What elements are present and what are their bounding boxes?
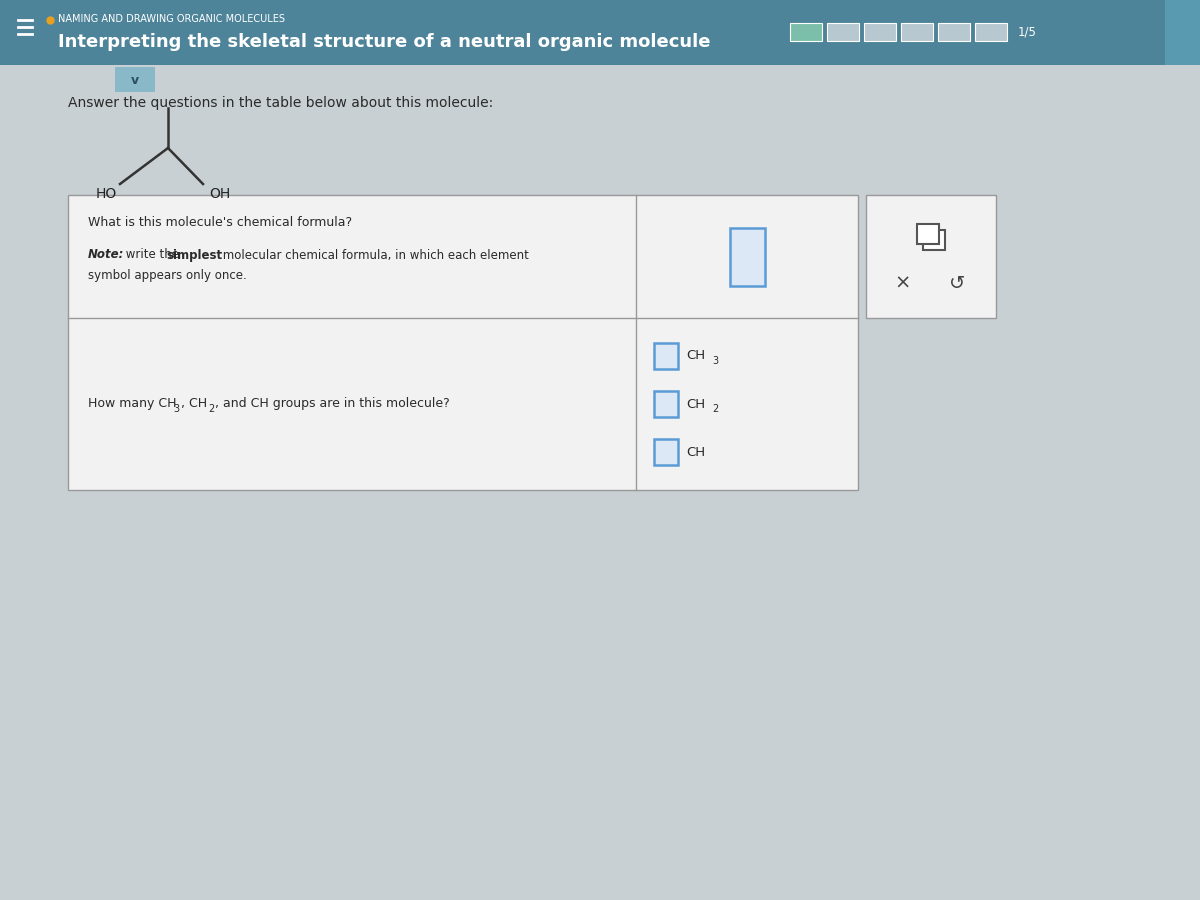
Bar [917,224,940,245]
Text: simplest: simplest [166,248,222,262]
Text: 3: 3 [712,356,718,365]
Text: CH: CH [686,349,706,363]
Text: What is this molecule's chemical formula?: What is this molecule's chemical formula… [88,217,352,230]
Text: 2: 2 [712,404,719,414]
Bar [901,23,934,41]
Bar [790,23,822,41]
Text: Note:: Note: [88,248,125,262]
Text: CH: CH [686,398,706,410]
Text: symbol appears only once.: symbol appears only once. [88,268,247,282]
Text: ↺: ↺ [949,274,965,293]
Bar [0,0,1200,65]
Text: OH: OH [209,187,230,201]
Bar [827,23,859,41]
Bar [115,67,155,92]
Text: Answer the questions in the table below about this molecule:: Answer the questions in the table below … [68,96,493,110]
Text: NAMING AND DRAWING ORGANIC MOLECULES: NAMING AND DRAWING ORGANIC MOLECULES [58,14,286,24]
Bar [974,23,1007,41]
Bar [654,391,678,417]
Text: HO: HO [95,187,116,201]
Text: How many CH: How many CH [88,398,176,410]
Bar [1165,0,1200,65]
Bar [923,230,946,250]
Text: 3: 3 [173,404,179,414]
Bar [654,343,678,369]
Text: 1/5: 1/5 [1018,25,1037,39]
Text: ×: × [894,274,911,293]
Bar [938,23,970,41]
Text: molecular chemical formula, in which each element: molecular chemical formula, in which eac… [220,248,529,262]
Text: 2: 2 [208,404,215,414]
Text: write the: write the [122,248,182,262]
Bar [654,439,678,465]
Text: , and CH groups are in this molecule?: , and CH groups are in this molecule? [215,398,450,410]
Text: Interpreting the skeletal structure of a neutral organic molecule: Interpreting the skeletal structure of a… [58,33,710,51]
Bar [864,23,896,41]
Text: CH: CH [686,446,706,459]
Bar [68,195,858,490]
Text: v: v [131,74,139,87]
Text: , CH: , CH [181,398,208,410]
Bar [730,228,764,285]
Bar [866,195,996,318]
